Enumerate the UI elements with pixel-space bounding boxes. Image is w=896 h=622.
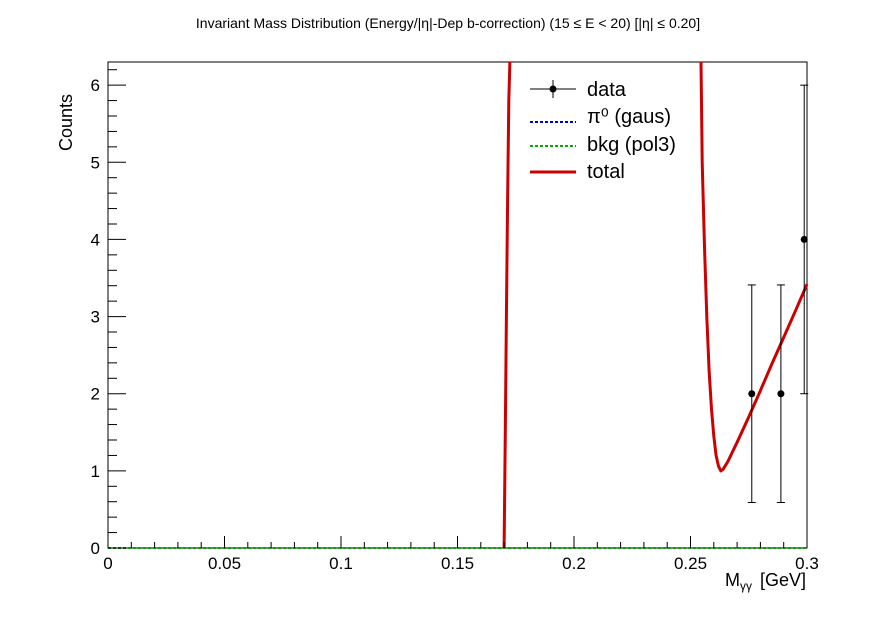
y-axis: 0 1 2 3 4 5 6 xyxy=(91,69,126,558)
x-axis-title: Mγγ [GeV] xyxy=(725,570,806,593)
x-tick-label: 0.05 xyxy=(208,554,241,573)
legend-label-total: total xyxy=(587,161,625,183)
data-marker xyxy=(777,390,785,398)
y-tick-label: 2 xyxy=(91,385,100,404)
legend-entry-pi0: π⁰ (gaus) xyxy=(530,106,671,128)
data-marker xyxy=(748,390,756,398)
x-tick-label: 0.15 xyxy=(441,554,474,573)
legend-label-pi0: π⁰ (gaus) xyxy=(587,106,671,128)
y-tick-label: 4 xyxy=(91,230,100,249)
chart-title: Invariant Mass Distribution (Energy/|η|-… xyxy=(196,15,700,31)
x-axis: 0 0.05 0.1 0.15 0.2 0.25 0.3 xyxy=(103,536,819,573)
legend-label-bkg: bkg (pol3) xyxy=(587,134,676,156)
data-point-1 xyxy=(776,284,785,503)
x-tick-label: 0.25 xyxy=(674,554,707,573)
data-point-0 xyxy=(747,284,756,503)
y-axis-title: Counts xyxy=(56,94,76,151)
data-points-layer xyxy=(747,84,809,503)
x-tick-label: 0.3 xyxy=(795,554,819,573)
x-tick-label: 0.2 xyxy=(562,554,586,573)
x-axis-title-unit: [GeV] xyxy=(760,570,806,590)
x-tick-label: 0 xyxy=(103,554,112,573)
legend-entry-bkg: bkg (pol3) xyxy=(530,134,676,156)
series-line-3-segment-0 xyxy=(502,61,512,549)
series-line-3-segment-1 xyxy=(699,61,809,473)
y-tick-label: 6 xyxy=(91,76,100,95)
y-tick-label: 5 xyxy=(91,153,100,172)
y-tick-label: 0 xyxy=(91,539,100,558)
legend: data π⁰ (gaus) bkg (pol3) total xyxy=(530,79,676,183)
x-axis-title-main: M xyxy=(725,570,740,590)
legend-label-data: data xyxy=(587,79,627,101)
y-tick-label: 1 xyxy=(91,462,100,481)
y-tick-label: 3 xyxy=(91,308,100,327)
legend-marker-data-point xyxy=(549,85,557,93)
data-point-2 xyxy=(800,84,809,395)
data-marker xyxy=(800,235,808,243)
x-axis-title-subscript: γγ xyxy=(740,579,752,593)
legend-entry-total: total xyxy=(530,161,625,183)
legend-entry-data: data xyxy=(530,79,627,101)
x-tick-label: 0.1 xyxy=(329,554,353,573)
